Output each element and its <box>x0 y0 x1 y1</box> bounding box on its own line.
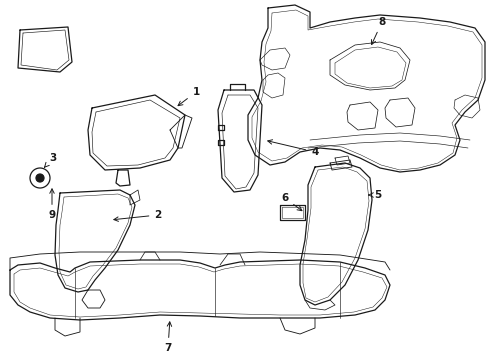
Text: 6: 6 <box>281 193 301 211</box>
Text: 8: 8 <box>371 17 385 45</box>
Text: 4: 4 <box>267 140 318 157</box>
Text: 9: 9 <box>48 189 56 220</box>
Text: 5: 5 <box>368 190 381 200</box>
Circle shape <box>36 174 44 182</box>
Text: 2: 2 <box>114 210 162 221</box>
Text: 7: 7 <box>164 322 171 353</box>
Text: 1: 1 <box>178 87 199 105</box>
Text: 3: 3 <box>44 153 57 167</box>
